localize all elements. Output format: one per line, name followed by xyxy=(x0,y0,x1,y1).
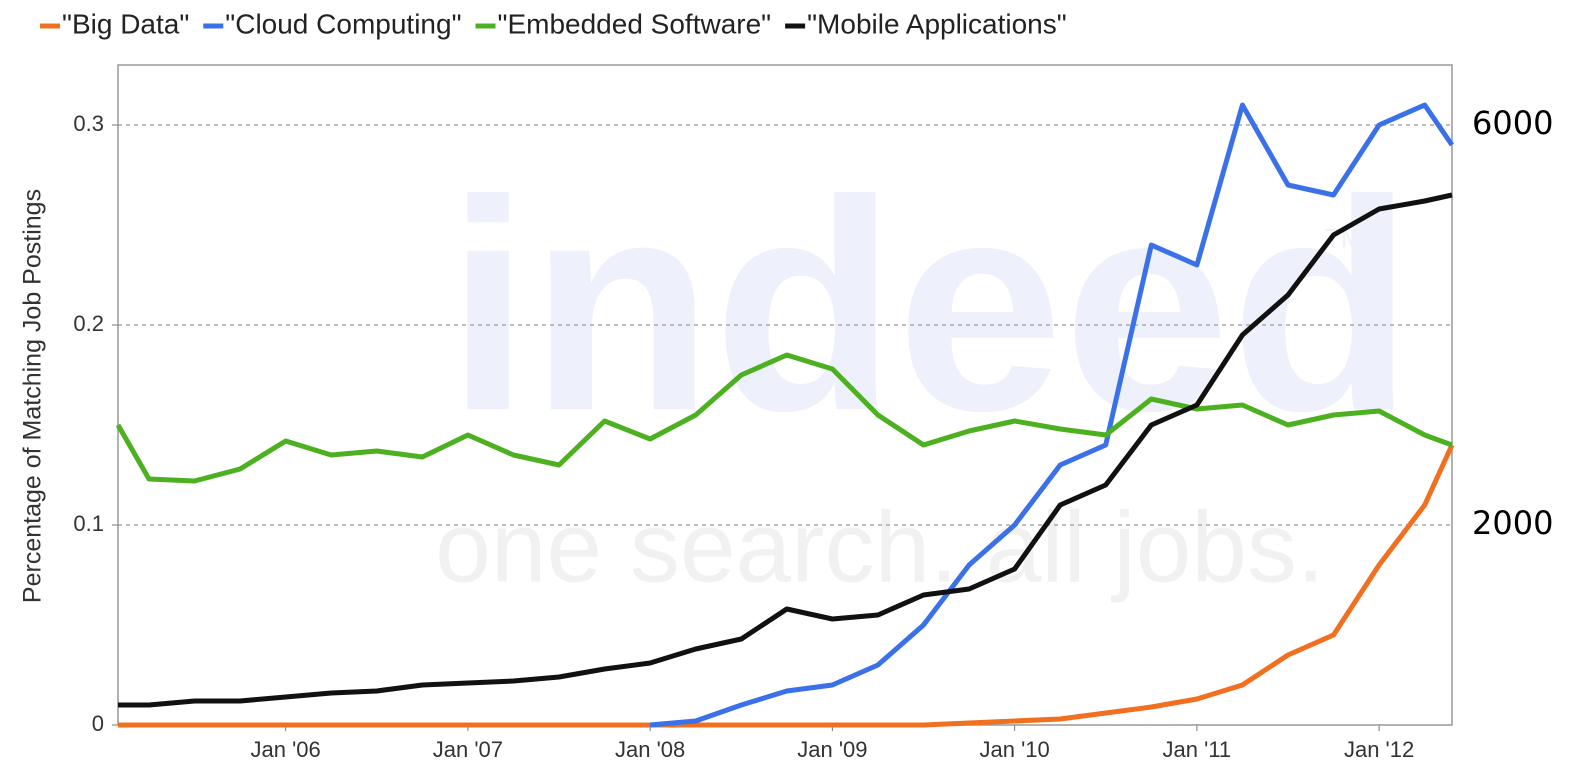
legend-label: "Cloud Computing" xyxy=(225,8,461,39)
x-tick-label: Jan '06 xyxy=(251,737,321,762)
series-line xyxy=(649,102,1455,728)
y2-tick-label: 2000 xyxy=(1472,504,1553,542)
x-tick-label: Jan '12 xyxy=(1344,737,1414,762)
legend-label: "Big Data" xyxy=(62,8,189,39)
y-tick-label: 0.2 xyxy=(73,311,104,336)
x-tick-label: Jan '11 xyxy=(1163,737,1232,762)
watermark: indeed xyxy=(447,137,1414,473)
legend-label: "Mobile Applications" xyxy=(807,8,1067,39)
x-tick-label: Jan '08 xyxy=(615,737,685,762)
x-tick-label: Jan '09 xyxy=(797,737,867,762)
y-tick-label: 0.3 xyxy=(73,111,104,136)
series-line xyxy=(118,192,1453,708)
y-tick-label: 0 xyxy=(92,711,104,736)
series-line xyxy=(115,352,1453,484)
y2-tick-label: 6000 xyxy=(1472,104,1553,142)
y-tick-label: 0.1 xyxy=(73,511,104,536)
x-tick-label: Jan '07 xyxy=(433,737,503,762)
legend-label: "Embedded Software" xyxy=(498,8,772,39)
x-tick-label: Jan '10 xyxy=(979,737,1049,762)
watermark: one search. all jobs. xyxy=(435,491,1324,603)
series-line xyxy=(118,443,1455,728)
y-axis-label: Percentage of Matching Job Postings xyxy=(19,189,47,603)
